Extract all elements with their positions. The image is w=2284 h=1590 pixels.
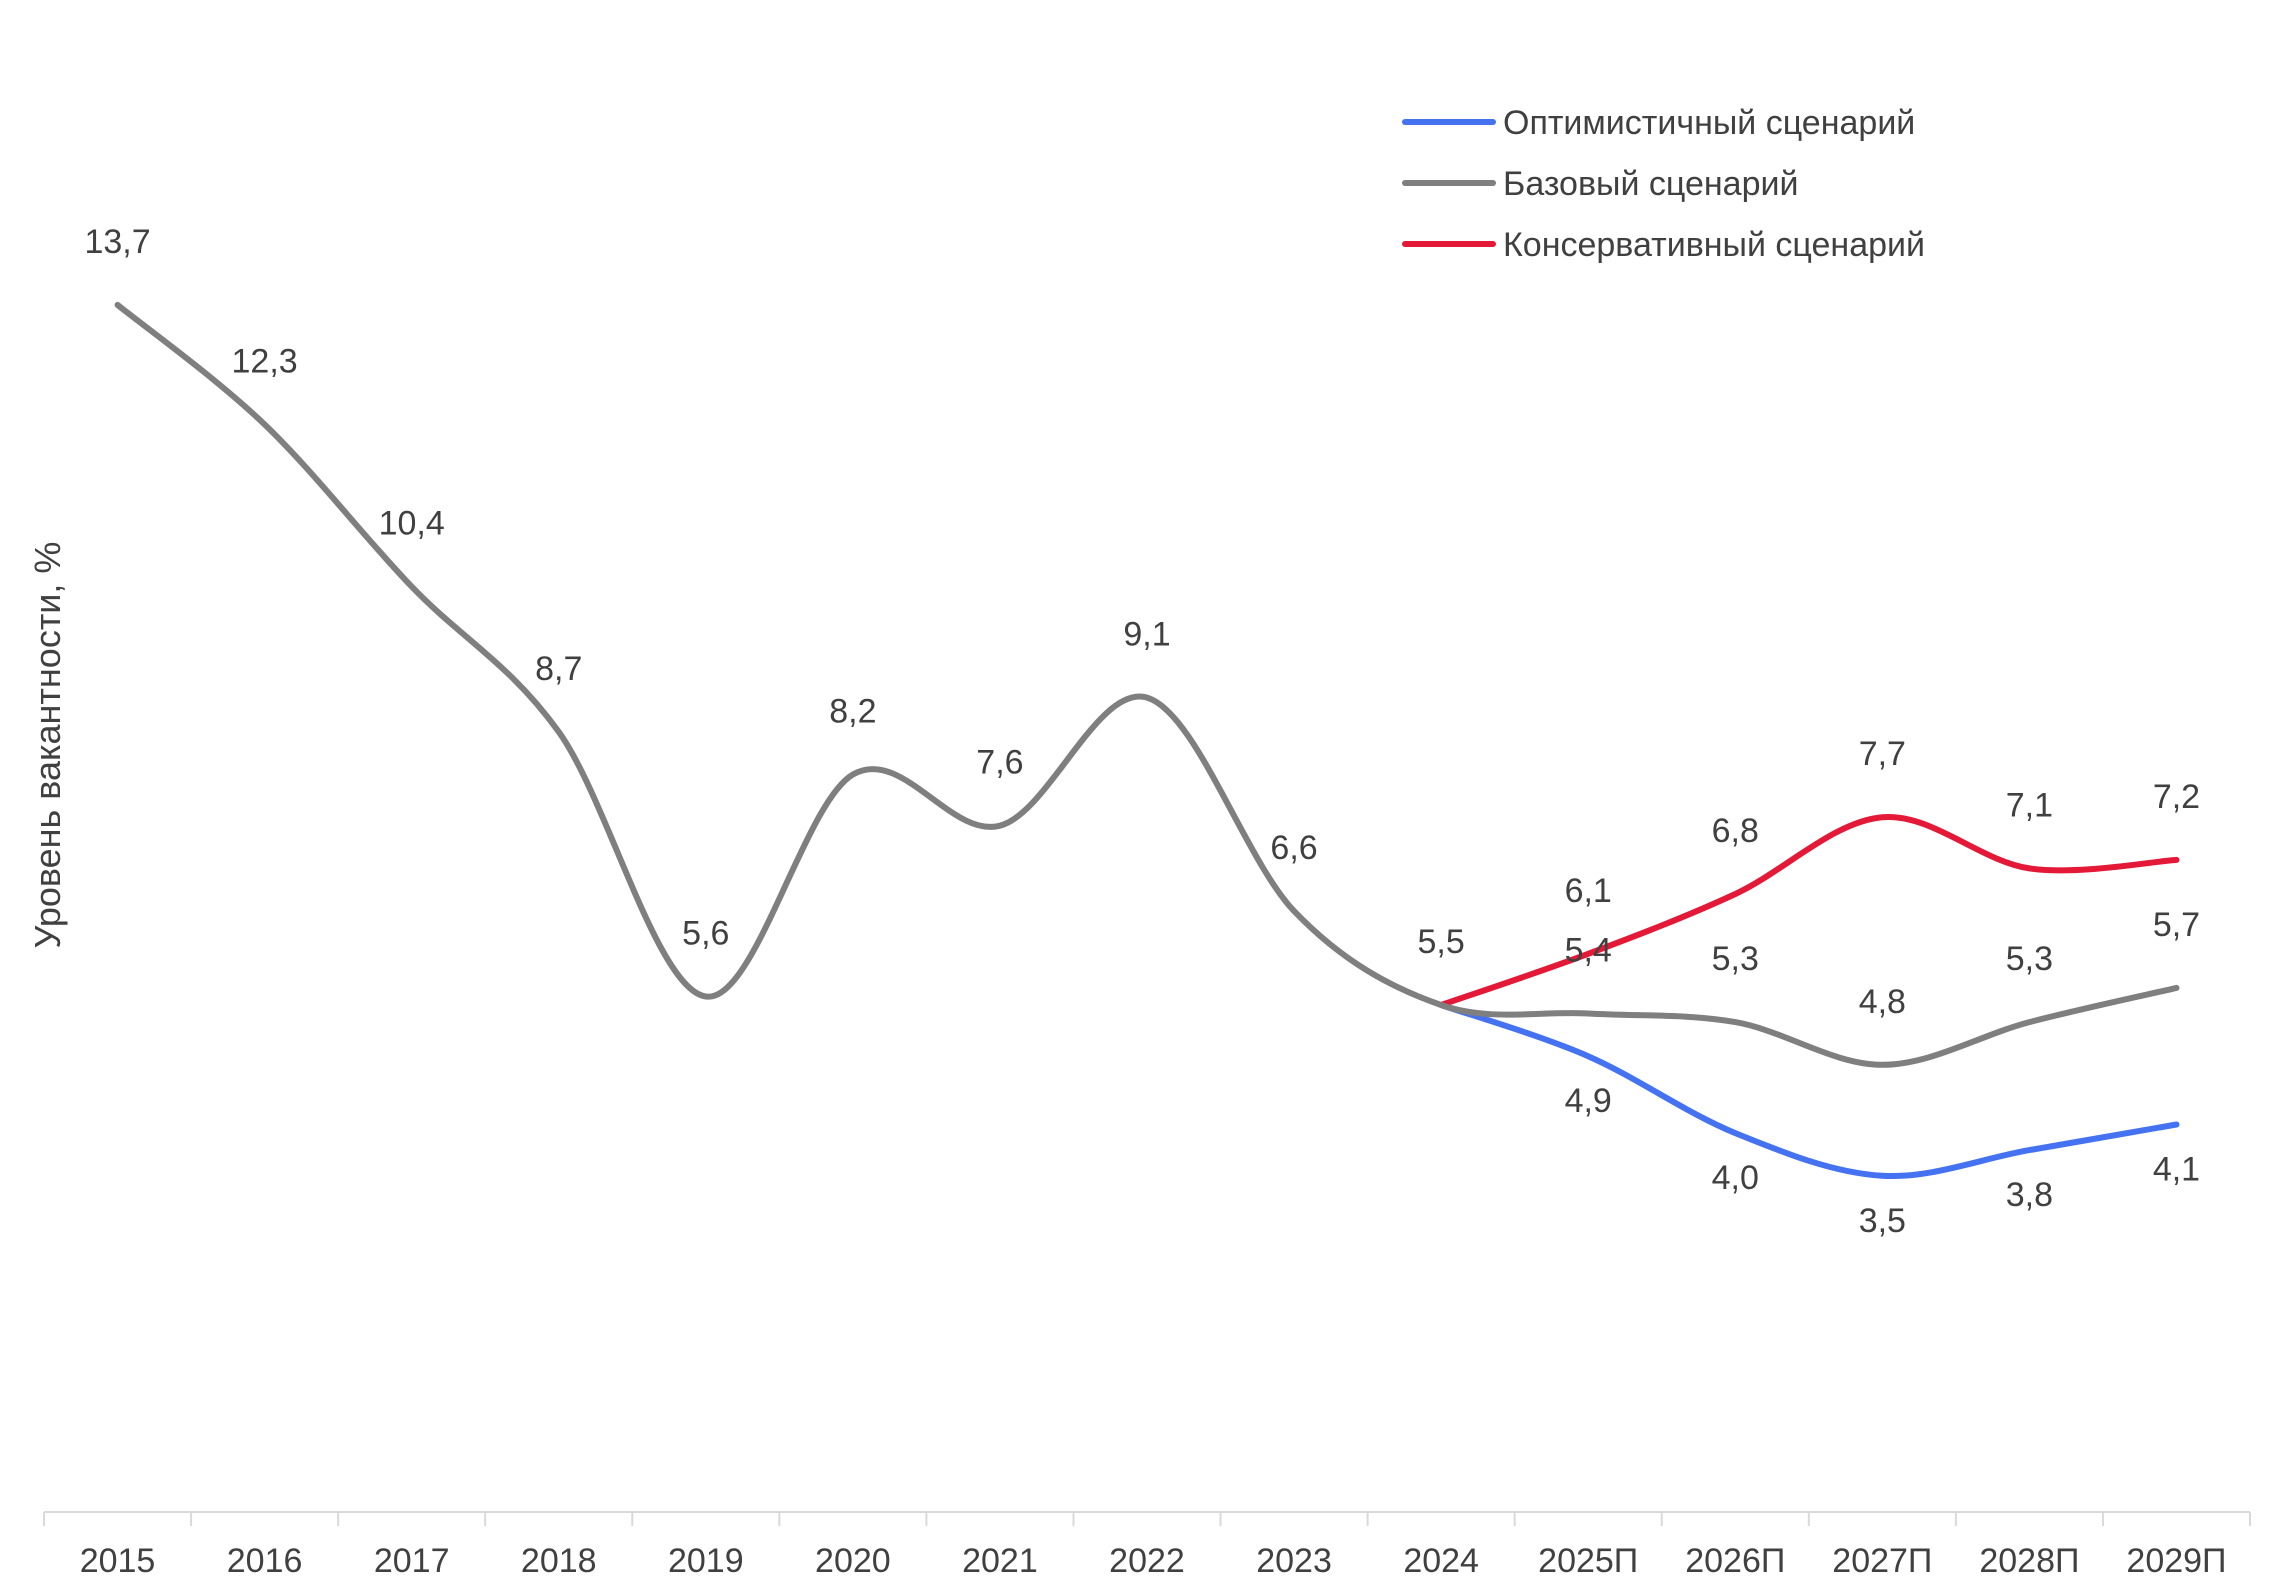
- data-label: 5,7: [2153, 906, 2200, 944]
- legend-label: Оптимистичный сценарий: [1503, 104, 1915, 142]
- series-lines: [114, 301, 2180, 1180]
- data-label: 7,1: [2006, 786, 2053, 824]
- x-tick-label: 2022: [1109, 1542, 1185, 1580]
- x-tick-label: 2019: [668, 1542, 744, 1580]
- legend-label: Базовый сценарий: [1503, 165, 1798, 203]
- data-label: 4,0: [1712, 1159, 1759, 1197]
- data-label: 10,4: [379, 505, 445, 543]
- x-tick-label: 2021: [962, 1542, 1038, 1580]
- x-tick-label: 2029П: [2126, 1542, 2226, 1580]
- series-line-2: [1438, 814, 2180, 1008]
- x-tick-label: 2028П: [1979, 1542, 2079, 1580]
- data-label: 5,5: [1418, 923, 1465, 961]
- x-tick-label: 2017: [374, 1542, 450, 1580]
- data-label: 13,7: [84, 223, 150, 261]
- data-label: 7,2: [2153, 778, 2200, 816]
- x-tick-label: 2026П: [1685, 1542, 1785, 1580]
- x-tick-label: 2020: [815, 1542, 891, 1580]
- x-tick-label: 2015: [80, 1542, 156, 1580]
- data-label: 3,8: [2006, 1176, 2053, 1214]
- data-label: 3,5: [1859, 1202, 1906, 1240]
- data-labels: 4,9 4,0 3,5 3,8 4,1 13,7 12,3 10,4 8,7 5,6 8,2 7,6 9…: [84, 223, 2200, 1240]
- data-label: 9,1: [1123, 616, 1170, 654]
- data-label: 5,6: [682, 914, 729, 952]
- data-label: 5,4: [1565, 932, 1612, 970]
- data-label: 8,2: [829, 692, 876, 730]
- legend-label: Консервативный сценарий: [1503, 226, 1925, 264]
- data-label: 5,3: [2006, 940, 2053, 978]
- data-label: 12,3: [232, 342, 298, 380]
- data-label: 7,6: [976, 744, 1023, 782]
- legend: Оптимистичный сценарий Базовый сценарий Ко…: [1402, 104, 1925, 264]
- x-tick-label: 2018: [521, 1542, 597, 1580]
- x-tick-label: 2016: [227, 1542, 303, 1580]
- data-label: 4,8: [1859, 983, 1906, 1021]
- data-label: 6,1: [1565, 872, 1612, 910]
- x-tick-label: 2025П: [1538, 1542, 1638, 1580]
- x-tick-label: 2023: [1256, 1542, 1332, 1580]
- x-tick-label: 2024: [1403, 1542, 1479, 1580]
- x-axis-ticks: [43, 1512, 2251, 1526]
- data-label: 6,8: [1712, 812, 1759, 850]
- data-label: 5,3: [1712, 940, 1759, 978]
- x-tick-label: 2027П: [1832, 1542, 1932, 1580]
- series-line-0: [1438, 1002, 2180, 1180]
- data-label: 7,7: [1859, 735, 1906, 773]
- data-label: 4,1: [2153, 1151, 2200, 1189]
- data-label: 8,7: [535, 650, 582, 688]
- y-axis-title: Уровень вакантности, %: [27, 542, 68, 949]
- series-line-1: [114, 301, 2180, 1068]
- data-label: 6,6: [1270, 829, 1317, 867]
- x-axis-tick-labels: 2015 2016 2017 2018 2019 2020 2021 2022 2023 2024…: [80, 1542, 2227, 1580]
- data-label: 4,9: [1565, 1082, 1612, 1120]
